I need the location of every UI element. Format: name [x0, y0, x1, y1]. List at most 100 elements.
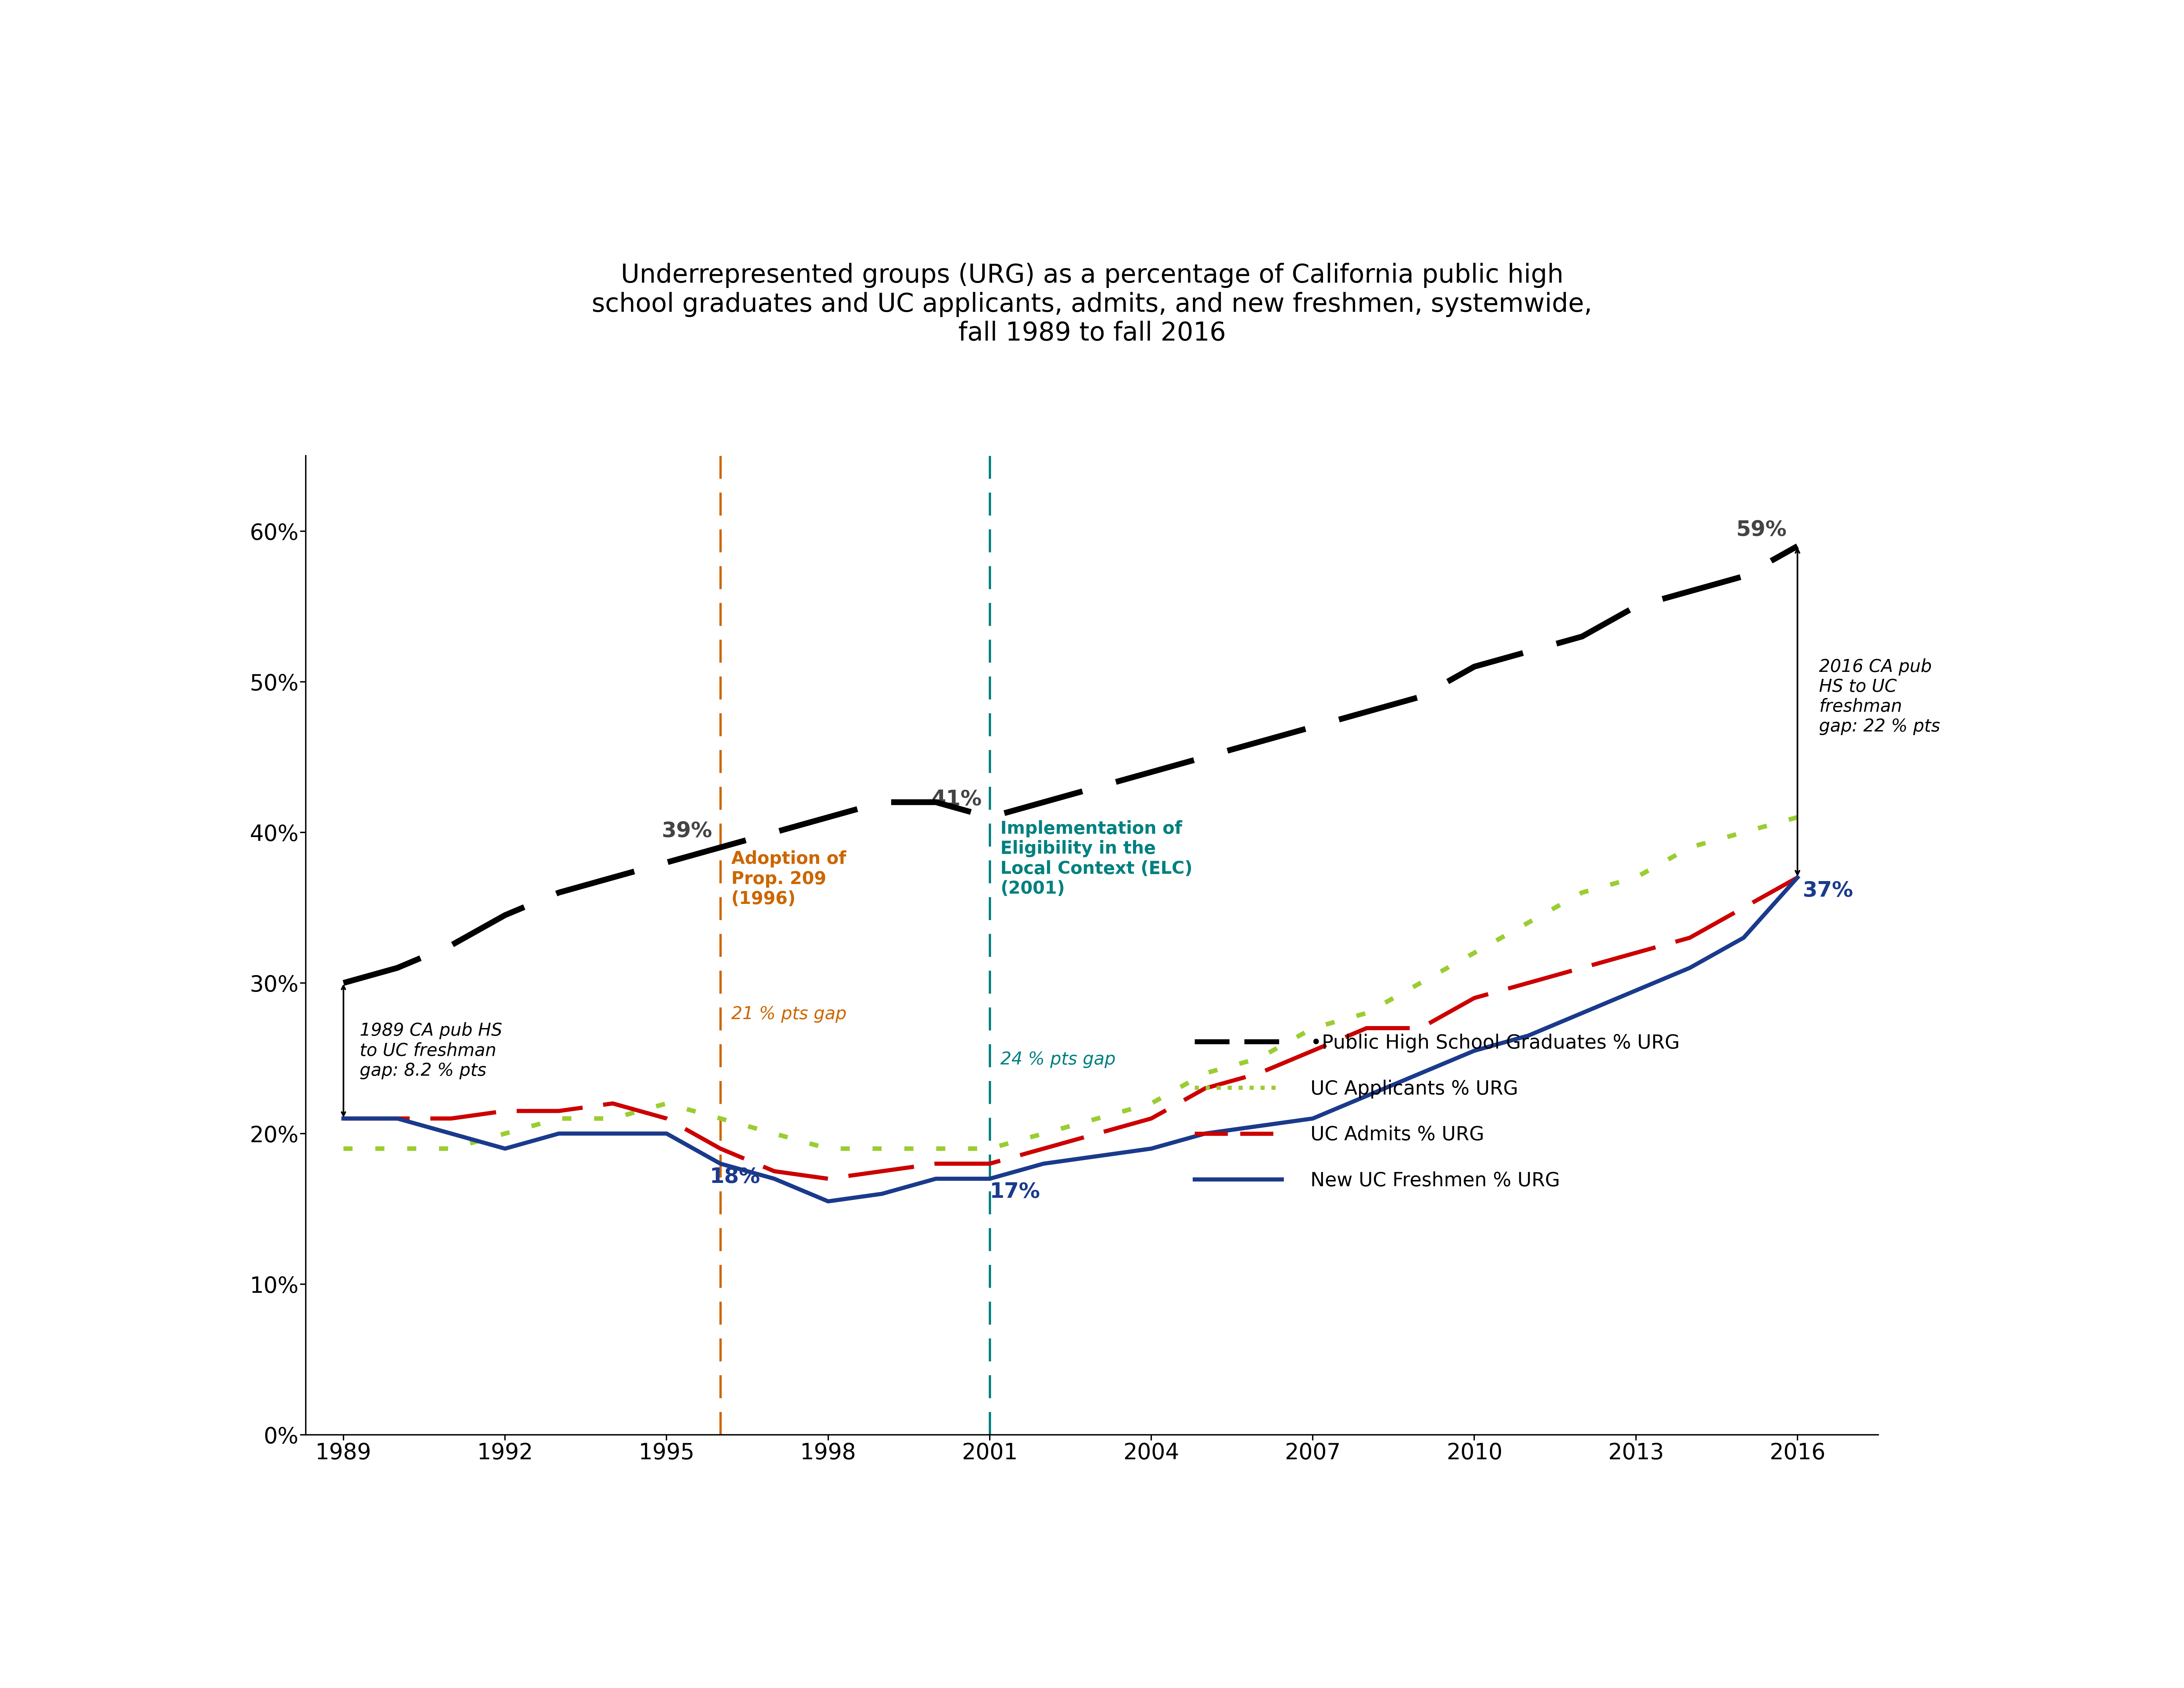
Text: 37%: 37%: [1802, 881, 1854, 901]
UC Admits % URG: [1031, 1138, 1057, 1158]
Text: 21 % pts gap: 21 % pts gap: [732, 1006, 847, 1023]
Line: UC Applicants % URG: UC Applicants % URG: [343, 817, 1797, 1148]
UC Admits % URG: [976, 1153, 1002, 1173]
UC Admits % URG: [815, 1168, 841, 1188]
UC Admits % URG: [330, 1109, 356, 1129]
•Public High School Graduates % URG: [1192, 746, 1219, 766]
UC Applicants % URG: [1516, 913, 1542, 933]
•Public High School Graduates % URG: [330, 972, 356, 993]
•Public High School Graduates % URG: [976, 807, 1002, 827]
UC Applicants % URG: [1461, 942, 1487, 962]
Legend: •Public High School Graduates % URG, UC Applicants % URG, UC Admits % URG, New U: •Public High School Graduates % URG, UC …: [1195, 1033, 1679, 1190]
UC Admits % URG: [922, 1153, 948, 1173]
•Public High School Graduates % URG: [1516, 641, 1542, 662]
•Public High School Graduates % URG: [815, 807, 841, 827]
Text: Adoption of
Prop. 209
(1996): Adoption of Prop. 209 (1996): [732, 851, 845, 908]
UC Applicants % URG: [491, 1124, 518, 1144]
UC Admits % URG: [1461, 987, 1487, 1008]
New UC Freshmen % URG: [546, 1124, 572, 1144]
UC Admits % URG: [1192, 1079, 1219, 1099]
Line: New UC Freshmen % URG: New UC Freshmen % URG: [343, 878, 1797, 1202]
•Public High School Graduates % URG: [1083, 776, 1109, 797]
New UC Freshmen % URG: [1138, 1138, 1164, 1158]
•Public High School Graduates % URG: [546, 883, 572, 903]
UC Applicants % URG: [330, 1138, 356, 1158]
New UC Freshmen % URG: [1784, 868, 1811, 888]
•Public High School Graduates % URG: [922, 792, 948, 812]
UC Applicants % URG: [708, 1109, 734, 1129]
UC Applicants % URG: [1138, 1094, 1164, 1114]
UC Admits % URG: [1245, 1063, 1271, 1084]
UC Admits % URG: [1516, 972, 1542, 993]
UC Applicants % URG: [653, 1094, 679, 1114]
New UC Freshmen % URG: [601, 1124, 627, 1144]
UC Applicants % URG: [922, 1138, 948, 1158]
New UC Freshmen % URG: [1461, 1040, 1487, 1060]
Text: 1989 CA pub HS
to UC freshman
gap: 8.2 % pts: 1989 CA pub HS to UC freshman gap: 8.2 %…: [360, 1023, 502, 1079]
•Public High School Graduates % URG: [1461, 657, 1487, 677]
New UC Freshmen % URG: [708, 1153, 734, 1173]
New UC Freshmen % URG: [1623, 981, 1649, 1001]
New UC Freshmen % URG: [1516, 1026, 1542, 1047]
UC Admits % URG: [1677, 928, 1704, 949]
Text: 2016 CA pub
HS to UC
freshman
gap: 22 % pts: 2016 CA pub HS to UC freshman gap: 22 % …: [1819, 658, 1939, 736]
New UC Freshmen % URG: [815, 1192, 841, 1212]
UC Applicants % URG: [1354, 1003, 1380, 1023]
Text: Implementation of
Eligibility in the
Local Context (ELC)
(2001): Implementation of Eligibility in the Loc…: [1000, 820, 1192, 898]
New UC Freshmen % URG: [1299, 1109, 1326, 1129]
UC Applicants % URG: [815, 1138, 841, 1158]
Line: •Public High School Graduates % URG: •Public High School Graduates % URG: [343, 547, 1797, 982]
Text: 59%: 59%: [1736, 520, 1787, 540]
UC Applicants % URG: [1245, 1048, 1271, 1069]
UC Admits % URG: [601, 1094, 627, 1114]
UC Admits % URG: [1138, 1109, 1164, 1129]
New UC Freshmen % URG: [1730, 928, 1756, 949]
Text: 41%: 41%: [930, 790, 981, 810]
UC Admits % URG: [762, 1161, 788, 1182]
•Public High School Graduates % URG: [384, 957, 411, 977]
•Public High School Graduates % URG: [653, 852, 679, 873]
UC Admits % URG: [1406, 1018, 1433, 1038]
UC Applicants % URG: [1730, 822, 1756, 842]
New UC Freshmen % URG: [1192, 1124, 1219, 1144]
UC Applicants % URG: [384, 1138, 411, 1158]
New UC Freshmen % URG: [491, 1138, 518, 1158]
•Public High School Graduates % URG: [1568, 626, 1594, 647]
UC Admits % URG: [439, 1109, 465, 1129]
Line: UC Admits % URG: UC Admits % URG: [343, 878, 1797, 1178]
UC Applicants % URG: [1083, 1109, 1109, 1129]
New UC Freshmen % URG: [922, 1168, 948, 1188]
Text: Underrepresented groups (URG) as a percentage of California public high
school g: Underrepresented groups (URG) as a perce…: [592, 263, 1592, 346]
•Public High School Graduates % URG: [1354, 702, 1380, 722]
UC Applicants % URG: [439, 1138, 465, 1158]
Text: 24 % pts gap: 24 % pts gap: [1000, 1050, 1116, 1069]
•Public High School Graduates % URG: [439, 935, 465, 955]
New UC Freshmen % URG: [439, 1124, 465, 1144]
UC Applicants % URG: [976, 1138, 1002, 1158]
•Public High School Graduates % URG: [869, 792, 895, 812]
UC Admits % URG: [491, 1101, 518, 1121]
New UC Freshmen % URG: [384, 1109, 411, 1129]
UC Admits % URG: [708, 1138, 734, 1158]
UC Applicants % URG: [1623, 868, 1649, 888]
UC Applicants % URG: [1406, 972, 1433, 993]
•Public High School Graduates % URG: [708, 837, 734, 858]
Text: 17%: 17%: [989, 1182, 1040, 1202]
New UC Freshmen % URG: [1031, 1153, 1057, 1173]
New UC Freshmen % URG: [653, 1124, 679, 1144]
UC Admits % URG: [653, 1109, 679, 1129]
UC Admits % URG: [1299, 1040, 1326, 1060]
New UC Freshmen % URG: [1568, 1003, 1594, 1023]
•Public High School Graduates % URG: [762, 822, 788, 842]
Text: 18%: 18%: [710, 1166, 760, 1187]
•Public High School Graduates % URG: [1138, 761, 1164, 782]
UC Admits % URG: [1354, 1018, 1380, 1038]
UC Applicants % URG: [601, 1109, 627, 1129]
UC Applicants % URG: [869, 1138, 895, 1158]
•Public High School Graduates % URG: [601, 868, 627, 888]
UC Admits % URG: [1730, 898, 1756, 918]
UC Applicants % URG: [546, 1109, 572, 1129]
•Public High School Graduates % URG: [1406, 687, 1433, 707]
•Public High School Graduates % URG: [1031, 792, 1057, 812]
•Public High School Graduates % URG: [1623, 596, 1649, 616]
